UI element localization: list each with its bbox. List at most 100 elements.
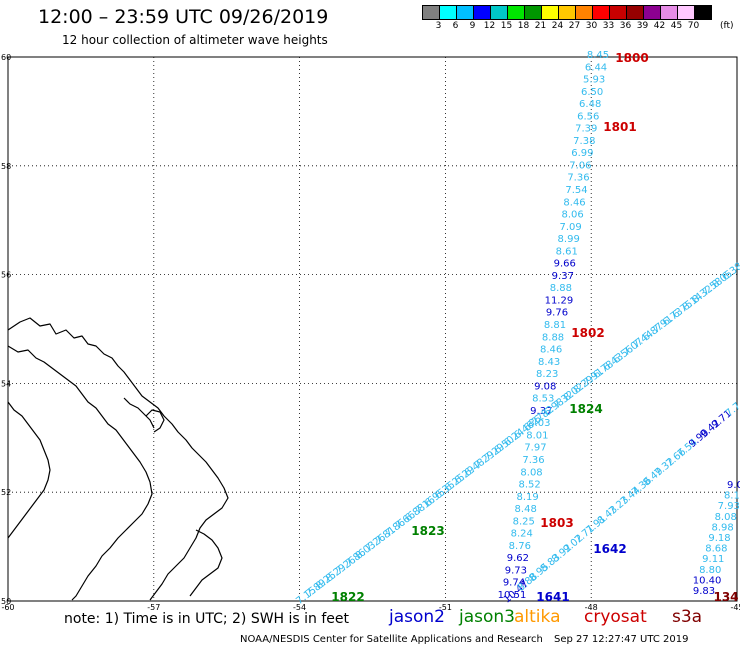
pass-labels: 1800 1801 1802 1803 1824 1823 1822 1642 1641 134 (331, 51, 738, 604)
lat-tick-label: 50 (1, 597, 11, 606)
swh-value: 8.88 (542, 332, 564, 343)
swh-value: 6.56 (577, 111, 599, 122)
swh-value: 8.46 (563, 197, 585, 208)
swh-value: 10.51 (498, 590, 527, 601)
legend-tick-label: 42 (653, 21, 666, 31)
legend-tick-label: 33 (602, 21, 615, 31)
legend-tick-label: 21 (534, 21, 547, 31)
coastline-segment (7, 345, 153, 601)
swh-value: 9.74 (503, 578, 525, 589)
swh-value: 8.52 (518, 480, 540, 491)
legend-tick-label: 36 (619, 21, 632, 31)
swh-value: 9.62 (507, 553, 529, 564)
swh-value: 7.38 (573, 136, 595, 147)
swh-value: 10.40 (693, 575, 722, 586)
swh-value: 8.68 (705, 544, 727, 555)
swh-value: 8.03 (528, 418, 550, 429)
grid-lines (8, 57, 737, 601)
lon-tick-label: -54 (293, 603, 306, 612)
legend-jason3: jason3 (459, 607, 515, 627)
swh-value: 8.88 (550, 283, 572, 294)
map-title: 12:00 – 23:59 UTC 09/26/2019 (38, 6, 329, 28)
pass-time-label: 1802 (571, 326, 604, 340)
pass-time-label: 1641 (536, 590, 569, 604)
legend-jason2: jason2 (389, 607, 445, 627)
swh-value: 8.08 (715, 512, 737, 523)
swh-value: 7.54 (565, 185, 587, 196)
swh-value: 9.73 (505, 565, 527, 576)
legend-tick-label: 30 (585, 21, 598, 31)
coastline-segment (145, 409, 165, 433)
swh-value: 8.98 (711, 522, 733, 533)
swh-value: 8.24 (511, 529, 533, 540)
lat-tick-label: 56 (1, 271, 11, 280)
swh-value: 9.11 (702, 554, 724, 565)
swh-value: 8.46 (540, 345, 562, 356)
coastline (7, 317, 229, 601)
swh-value: 8.45 (587, 50, 609, 61)
swh-value: 8.53 (532, 394, 554, 405)
swh-value: 9.37 (530, 406, 552, 417)
pass-time-label: 134 (713, 590, 738, 604)
map-subtitle: 12 hour collection of altimeter wave hei… (62, 33, 328, 47)
swh-value: 11.29 (545, 295, 574, 306)
legend-swatch (694, 5, 712, 20)
swh-value: 7.36 (567, 173, 589, 184)
lat-tick-label: 58 (1, 162, 11, 171)
swh-value: 8.23 (536, 369, 558, 380)
swh-value: 9.76 (546, 308, 568, 319)
swh-value: 8.06 (561, 210, 583, 221)
swh-value: 7.93 (718, 501, 740, 512)
swh-value: 7.97 (524, 443, 546, 454)
swh-value: 9.37 (552, 271, 574, 282)
pass-time-label: 1803 (540, 516, 573, 530)
swh-value: 6.48 (579, 99, 601, 110)
legend-tick-label: 70 (687, 21, 700, 31)
swh-value: 8.25 (513, 516, 535, 527)
lat-tick-label: 60 (1, 53, 11, 62)
legend-tick-label: 18 (517, 21, 530, 31)
lon-tick-label: -51 (439, 603, 452, 612)
color-scale-legend (422, 5, 712, 20)
swh-value: 8.19 (517, 492, 539, 503)
lon-tick-label: -57 (147, 603, 160, 612)
footer-note: note: 1) Time is in UTC; 2) SWH is in fe… (64, 611, 350, 627)
swh-value: 8.43 (538, 357, 560, 368)
altimeter-tracks: 8.456.44 5.936.506.486.56 7.397.386.997.06… (294, 50, 740, 607)
legend-altika: altika (514, 607, 561, 627)
swh-value: 5.93 (583, 75, 605, 86)
lat-tick-label: 54 (1, 379, 11, 388)
swh-value: 8.01 (526, 430, 548, 441)
swh-value: 6.50 (581, 87, 603, 98)
lon-tick-label: -48 (585, 603, 598, 612)
swh-value: 8.76 (509, 541, 531, 552)
coastline-segment (189, 529, 223, 597)
swh-value: 8.61 (556, 246, 578, 257)
pass-time-label: 1823 (411, 524, 444, 538)
legend-unit: (ft) (720, 21, 734, 31)
lon-tick-label: -60 (1, 603, 14, 612)
swh-value: 8.99 (558, 234, 580, 245)
swh-value: 8.81 (544, 320, 566, 331)
generated-timestamp: Sep 27 12:27:47 UTC 2019 (554, 634, 689, 645)
legend-s3a: s3a (672, 607, 703, 627)
swh-value: 7.39 (575, 124, 597, 135)
legend-tick-label: 39 (636, 21, 649, 31)
lon-tick-label: -45 (730, 603, 740, 612)
swh-value: 7.06 (569, 160, 591, 171)
legend-tick-label: 6 (452, 21, 459, 31)
pass-time-label: 1822 (331, 590, 364, 604)
legend-tick-label: 27 (568, 21, 581, 31)
pass-time-label: 1801 (603, 120, 636, 134)
swh-value: 9.66 (554, 259, 576, 270)
legend-tick-label: 45 (670, 21, 683, 31)
swh-value: 8.1 (724, 491, 740, 502)
swh-value: 7.36 (522, 455, 544, 466)
credit-line: NOAA/NESDIS Center for Satellite Applica… (240, 634, 543, 645)
swh-value: 9.08 (534, 381, 556, 392)
legend-tick-label: 9 (469, 21, 476, 31)
swh-value: 6.99 (571, 148, 593, 159)
legend-tick-label: 3 (435, 21, 442, 31)
pass-time-label: 1642 (593, 542, 626, 556)
